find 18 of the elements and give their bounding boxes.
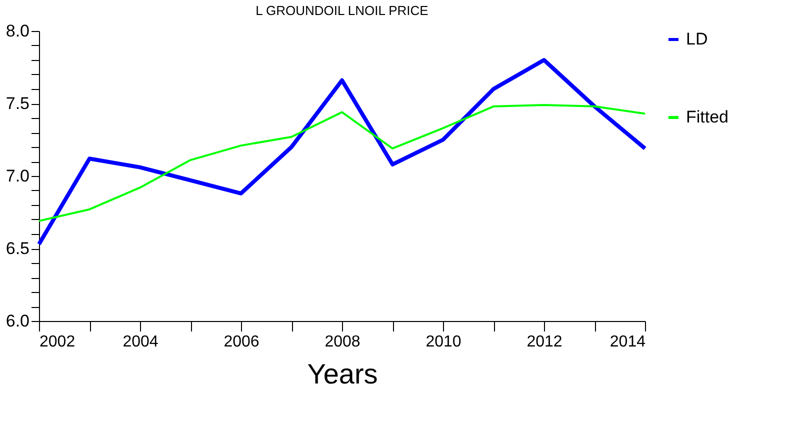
y-tick-label: 7.0: [6, 166, 30, 186]
line-series: [38, 104, 646, 222]
x-axis-title: Years: [307, 358, 378, 390]
y-tick-label: 7.5: [6, 94, 30, 113]
x-tick-label: 2014: [610, 334, 646, 350]
x-tick-label: 2012: [526, 334, 562, 350]
legend-label: LD: [686, 30, 708, 48]
x-tick-label: 2010: [426, 334, 462, 350]
y-tick-label: 6.5: [6, 239, 30, 258]
x-tick-label: 2002: [40, 334, 76, 350]
legend-label: Fitted: [686, 108, 729, 126]
chart-title: L GROUNDOIL LNOIL PRICE: [256, 3, 429, 18]
line-series: [37, 58, 647, 246]
x-tick-label: 2006: [224, 334, 260, 350]
y-tick-label: 8.0: [6, 22, 30, 40]
x-tick-label: 2008: [324, 334, 360, 350]
x-tick-label: 2004: [122, 334, 158, 350]
y-tick-label: 6.0: [6, 312, 30, 330]
